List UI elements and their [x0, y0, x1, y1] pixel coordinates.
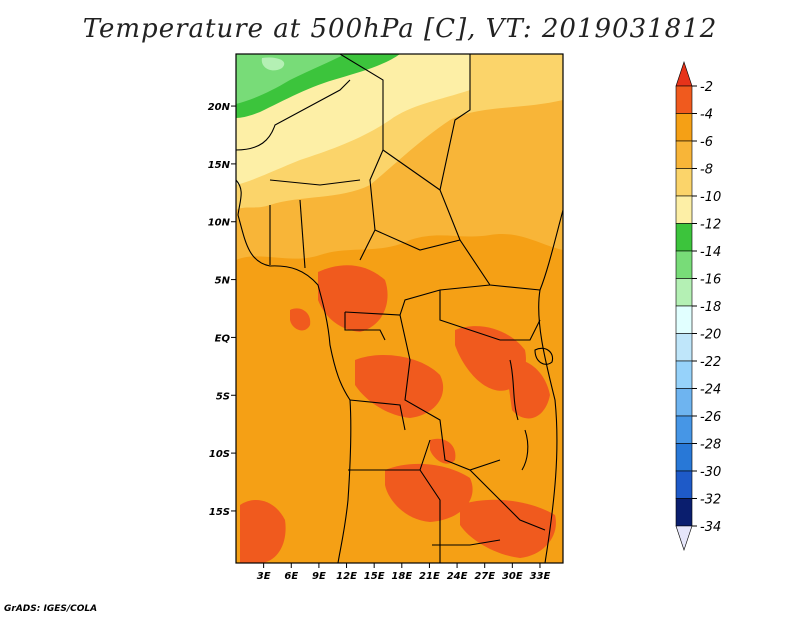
field-minus14: [236, 54, 345, 104]
lake-malawi: [521, 429, 529, 471]
lake-tanganyika: [509, 359, 519, 421]
border: [439, 290, 501, 341]
x-tick-label: 15E: [364, 571, 385, 582]
colorbar-swatch: [675, 443, 693, 472]
y-axis: 20N 15N 10N 5N EQ 5S 10S 15S: [208, 102, 236, 518]
y-tick-label: EQ: [215, 333, 231, 344]
field-minus16: [261, 57, 285, 71]
border: [469, 469, 546, 531]
x-tick-label: 24E: [447, 571, 468, 582]
border: [500, 319, 541, 341]
border: [344, 312, 386, 341]
colorbar-label: -4: [700, 108, 713, 123]
colorbar-swatch: [675, 85, 693, 114]
colorbar-label: -2: [700, 80, 713, 95]
y-tick-label: 15N: [208, 160, 231, 171]
x-tick-label: 12E: [336, 571, 357, 582]
border: [269, 179, 361, 186]
colorbar-swatch: [675, 168, 693, 197]
border: [349, 399, 406, 431]
x-tick-label: 33E: [530, 571, 551, 582]
colorbar-label: -22: [700, 355, 721, 370]
colorbar-label: -6: [700, 135, 713, 150]
border: [299, 199, 306, 269]
colorbar-label: -10: [700, 190, 721, 205]
border: [419, 439, 431, 471]
colorbar-label: -20: [700, 328, 721, 343]
plot-title: Temperature at 500hPa [C], VT: 201903181…: [82, 14, 718, 44]
border: [344, 284, 491, 316]
colorbar-swatch: [675, 333, 693, 362]
colorbar-swatch: [675, 415, 693, 444]
y-tick-label: 5N: [215, 276, 231, 287]
grads-credit: GrADS: IGES/COLA: [4, 604, 98, 614]
field-minus2-patch: [240, 500, 286, 563]
colorbar-label: -28: [700, 438, 721, 453]
colorbar-label: -14: [700, 245, 721, 260]
temperature-field: [236, 54, 563, 563]
colorbar-label: -26: [700, 410, 721, 425]
colorbar-swatch: [675, 140, 693, 169]
border: [382, 149, 441, 191]
colorbar-label: -8: [700, 163, 713, 178]
colorbar: -2 -4 -6 -8 -10 -12 -14 -16 -18 -20 -22 -24 -26 -28 -3…: [675, 61, 721, 551]
x-tick-label: 6E: [284, 571, 298, 582]
colorbar-swatch: [675, 113, 693, 142]
y-tick-label: 15S: [209, 507, 230, 518]
x-tick-label: 9E: [312, 571, 326, 582]
colorbar-label: -18: [700, 300, 721, 315]
border: [339, 54, 384, 261]
field-minus2-patch: [505, 359, 550, 419]
border: [374, 229, 461, 251]
border: [236, 79, 351, 151]
colorbar-swatch: [675, 498, 693, 527]
x-tick-label: 18E: [391, 571, 412, 582]
colorbar-label: -34: [700, 520, 721, 535]
field-minus2-patch: [430, 438, 456, 464]
colorbar-label: -32: [700, 493, 721, 508]
x-tick-label: 21E: [419, 571, 440, 582]
map-frame: [235, 53, 564, 564]
x-tick-label: 27E: [474, 571, 495, 582]
colorbar-top-arrow: [675, 61, 693, 87]
east-coastline: [538, 209, 563, 563]
x-tick-label: 3E: [257, 571, 271, 582]
colorbar-swatch: [675, 388, 693, 417]
y-tick-label: 10S: [209, 449, 230, 460]
border: [348, 469, 441, 563]
y-tick-label: 5S: [216, 391, 230, 402]
colorbar-swatch: [675, 278, 693, 307]
field-minus2-patch: [460, 499, 556, 558]
political-boundaries: [236, 54, 563, 563]
lake-victoria: [534, 347, 554, 365]
field-minus2-patch: [318, 265, 388, 332]
colorbar-bottom-arrow: [675, 525, 693, 551]
colorbar-label: -24: [700, 383, 721, 398]
field-minus2-patch: [385, 463, 473, 522]
colorbar-swatch: [675, 470, 693, 499]
colorbar-label: -16: [700, 273, 721, 288]
x-tick-label: 30E: [502, 571, 523, 582]
y-tick-label: 10N: [208, 218, 231, 229]
colorbar-swatch: [675, 250, 693, 279]
colorbar-label: -12: [700, 218, 721, 233]
atlantic-coastline: [236, 179, 352, 563]
colorbar-swatch: [675, 305, 693, 334]
colorbar-swatch: [675, 360, 693, 389]
y-tick-label: 20N: [208, 102, 231, 113]
field-minus2-patch: [290, 308, 311, 331]
colorbar-label: -30: [700, 465, 721, 480]
border: [432, 539, 501, 546]
colorbar-swatch: [675, 195, 693, 224]
colorbar-swatch: [675, 223, 693, 252]
x-axis: 3E 6E 9E 12E 15E 18E 21E 24E 27E 30E 33E: [257, 563, 551, 582]
